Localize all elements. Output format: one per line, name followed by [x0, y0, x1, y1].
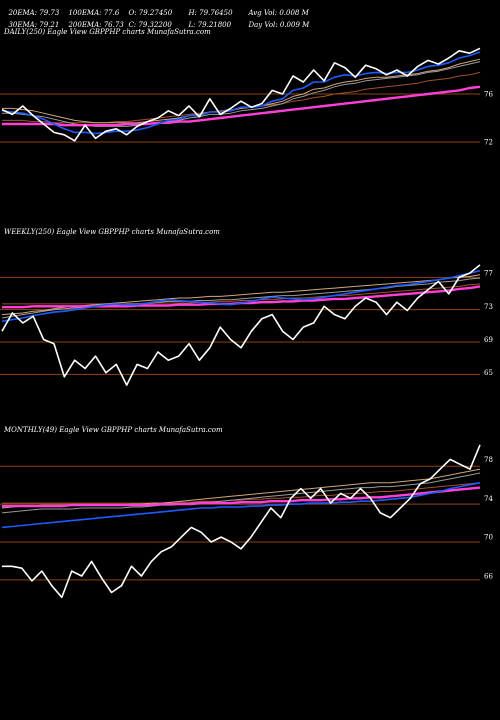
- daily-ema-fast-line: [1, 51, 481, 135]
- ema200-readout: 200EMA: 76.73: [68, 21, 124, 29]
- ema100-readout: 100EMA: 77.6: [68, 9, 120, 17]
- close-readout: C: 79.32200: [128, 21, 172, 29]
- monthly-y-tick-label: 66: [484, 573, 493, 581]
- monthly-ema-brown-line: [2, 482, 481, 504]
- monthly-y-tick-label: 70: [484, 534, 493, 542]
- low-readout: L: 79.21800: [188, 21, 232, 29]
- high-readout: H: 79.76450: [188, 9, 233, 17]
- weekly-price-line: [1, 264, 481, 386]
- monthly-chart-title: MONTHLY(49) Eagle View GBPPHP charts Mun…: [3, 426, 223, 434]
- daily-ema-magenta-line: [2, 85, 481, 127]
- daily-y-tick-label: 72: [484, 139, 493, 147]
- open-readout: O: 79.27450: [128, 9, 173, 17]
- weekly-y-tick-label: 69: [484, 336, 493, 344]
- monthly-ema-magenta-line: [2, 486, 481, 508]
- weekly-y-tick-label: 73: [484, 303, 493, 311]
- monthly-ema-fast-line: [1, 481, 481, 529]
- monthly-price-line: [2, 444, 481, 599]
- day-vol-readout: Day Vol: 0.009 M: [248, 21, 310, 29]
- ema30-readout: 30EMA: 79.21: [8, 21, 60, 29]
- weekly-y-tick-label: 65: [484, 369, 493, 377]
- daily-y-tick-label: 76: [484, 91, 493, 99]
- avg-vol-readout: Avg Vol: 0.008 M: [248, 9, 309, 17]
- daily-price-line: [1, 47, 481, 142]
- header-row-1: 20EMA: 79.73 100EMA: 77.6 O: 79.27450 H: 79…: [4, 1, 309, 17]
- header-row-2: 30EMA: 79.21 200EMA: 76.73 C: 79.32200 L: 7…: [4, 13, 309, 29]
- weekly-y-tick-label: 77: [484, 270, 493, 278]
- weekly-ema-fast-line: [1, 269, 481, 323]
- monthly-y-tick-label: 74: [484, 495, 493, 503]
- monthly-ema-gray-line: [1, 472, 481, 514]
- ema20-readout: 20EMA: 79.73: [8, 9, 60, 17]
- daily-chart-title: DAILY(250) Eagle View GBPPHP charts Muna…: [3, 28, 211, 36]
- weekly-ema-brown-line: [2, 283, 481, 305]
- daily-ema-tan-line: [2, 58, 481, 124]
- weekly-chart-title: WEEKLY(250) Eagle View GBPPHP charts Mun…: [4, 228, 220, 236]
- monthly-y-tick-label: 78: [484, 456, 493, 464]
